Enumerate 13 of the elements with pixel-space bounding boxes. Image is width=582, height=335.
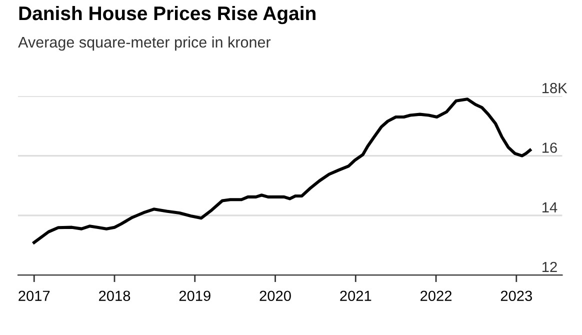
x-tick-label: 2020: [260, 290, 291, 302]
x-tick-label: 2019: [179, 290, 210, 302]
y-tick-label: 18K: [542, 82, 568, 94]
x-tick-label: 2023: [500, 290, 532, 302]
chart-title: Danish House Prices Rise Again: [19, 6, 316, 24]
x-tick-label: 2018: [99, 290, 130, 302]
y-tick-label: 14: [542, 202, 558, 212]
chart-subtitle: Average square-meter price in kroner: [18, 36, 271, 51]
y-tick-label: 12: [542, 262, 557, 272]
y-tick-label: 16: [542, 142, 557, 153]
x-tick-label: 2021: [340, 290, 372, 302]
x-tick-label: 2022: [420, 290, 452, 302]
x-tick-label: 2017: [18, 290, 50, 302]
